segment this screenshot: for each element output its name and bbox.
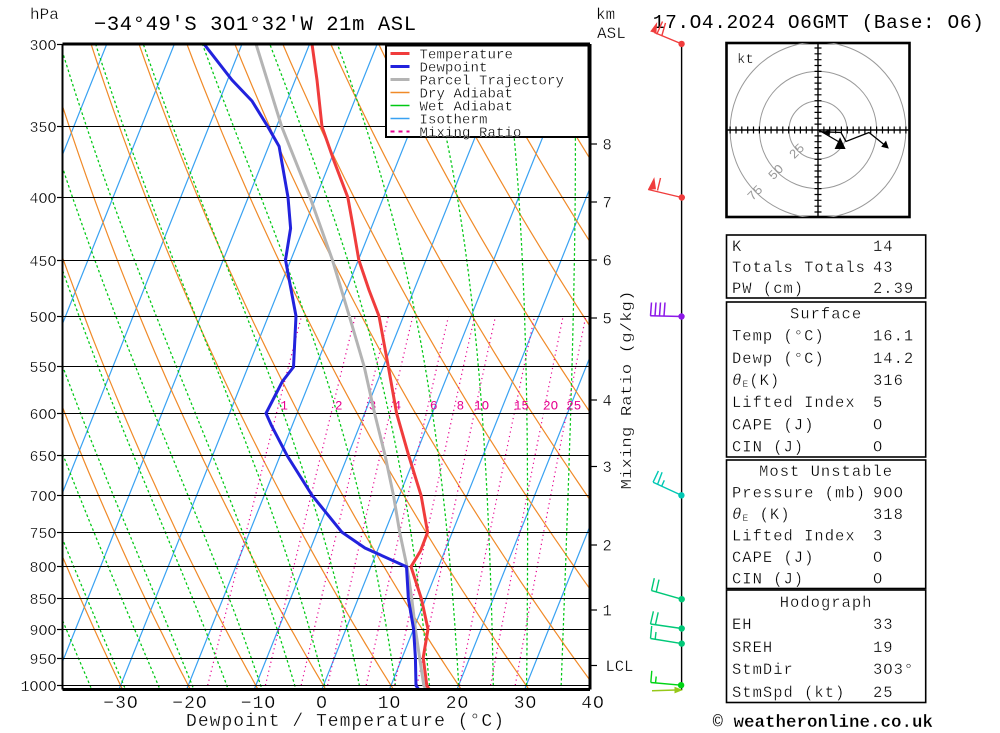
svg-text:95O: 95O (29, 652, 56, 669)
svg-text:CIN (J): CIN (J) (732, 570, 804, 588)
svg-text:kt: kt (737, 52, 754, 68)
svg-text:CIN (J): CIN (J) (732, 438, 804, 456)
svg-text:Pressure (mb): Pressure (mb) (732, 485, 866, 503)
svg-text:1: 1 (280, 400, 288, 414)
svg-text:25: 25 (873, 684, 894, 702)
svg-text:2.39: 2.39 (873, 280, 914, 298)
svg-text:Temperature: Temperature (420, 48, 514, 64)
svg-text:O: O (316, 694, 328, 714)
svg-text:19: 19 (873, 639, 894, 657)
svg-text:O: O (873, 438, 883, 456)
svg-text:Dewpoint: Dewpoint (420, 61, 488, 77)
svg-text:θE(K): θE(K) (732, 372, 780, 391)
svg-text:7: 7 (603, 195, 612, 213)
svg-text:Totals Totals: Totals Totals (732, 259, 866, 277)
svg-text:−2O: −2O (172, 694, 207, 714)
svg-text:5: 5 (873, 394, 883, 412)
svg-text:PW (cm): PW (cm) (732, 280, 804, 298)
svg-text:Surface: Surface (790, 306, 862, 324)
svg-text:14: 14 (873, 238, 894, 256)
svg-text:8: 8 (457, 400, 465, 414)
svg-text:LCL: LCL (606, 658, 634, 676)
svg-text:75O: 75O (29, 526, 56, 543)
svg-text:Dewpoint / Temperature (°C): Dewpoint / Temperature (°C) (186, 712, 504, 732)
svg-text:3O: 3O (514, 694, 538, 714)
svg-text:O: O (873, 416, 883, 434)
svg-text:6: 6 (430, 400, 438, 414)
svg-text:EH: EH (732, 616, 753, 634)
svg-text:2O: 2O (446, 694, 470, 714)
svg-text:Dry Adiabat: Dry Adiabat (420, 87, 514, 103)
svg-text:Temp (°C): Temp (°C) (732, 328, 825, 346)
svg-text:1OOO: 1OOO (20, 679, 56, 696)
svg-text:7OO: 7OO (29, 489, 56, 506)
svg-text:6OO: 6OO (29, 407, 56, 424)
svg-text:9OO: 9OO (29, 623, 56, 640)
svg-text:25: 25 (566, 400, 581, 414)
svg-text:55O: 55O (29, 360, 56, 377)
svg-text:15: 15 (514, 400, 529, 414)
svg-text:Lifted Index: Lifted Index (732, 394, 856, 412)
svg-text:5: 5 (603, 311, 612, 329)
svg-text:2: 2 (335, 400, 343, 414)
svg-text:6: 6 (603, 253, 612, 271)
svg-text:O: O (873, 549, 883, 567)
svg-text:318: 318 (873, 506, 904, 524)
svg-text:Parcel Trajectory: Parcel Trajectory (420, 74, 565, 90)
svg-text:2: 2 (603, 538, 612, 556)
svg-text:316: 316 (873, 372, 904, 390)
svg-text:Mixing Ratio (g/kg): Mixing Ratio (g/kg) (619, 291, 636, 490)
svg-text:3OO: 3OO (29, 38, 56, 55)
svg-text:Lifted Index: Lifted Index (732, 528, 856, 546)
svg-text:35O: 35O (29, 120, 56, 137)
svg-text:1: 1 (603, 603, 612, 621)
svg-text:O: O (873, 570, 883, 588)
svg-text:3: 3 (603, 459, 612, 477)
svg-text:−34°49'S 3O1°32'W 21m ASL: −34°49'S 3O1°32'W 21m ASL (94, 14, 416, 37)
svg-text:4: 4 (603, 393, 612, 411)
svg-text:ASL: ASL (597, 25, 626, 43)
svg-text:−1O: −1O (241, 694, 276, 714)
svg-text:45O: 45O (29, 254, 56, 271)
svg-text:SREH: SREH (732, 639, 773, 657)
svg-text:Mixing Ratio: Mixing Ratio (420, 126, 522, 142)
svg-text:65O: 65O (29, 449, 56, 466)
svg-text:2O: 2O (543, 400, 558, 414)
svg-text:33: 33 (873, 616, 894, 634)
svg-text:1O: 1O (378, 694, 402, 714)
svg-text:Hodograph: Hodograph (780, 594, 873, 612)
svg-text:© weatheronline.co.uk: © weatheronline.co.uk (713, 713, 934, 733)
svg-text:CAPE (J): CAPE (J) (732, 549, 814, 567)
svg-text:4: 4 (394, 400, 402, 414)
svg-text:3: 3 (873, 528, 883, 546)
svg-text:16.1: 16.1 (873, 328, 914, 346)
svg-text:K: K (732, 238, 742, 256)
svg-text:θE (K): θE (K) (732, 506, 791, 525)
svg-text:hPa: hPa (30, 6, 59, 24)
svg-text:43: 43 (873, 259, 894, 277)
svg-text:9OO: 9OO (873, 485, 904, 503)
svg-text:km: km (596, 6, 615, 24)
svg-text:StmSpd (kt): StmSpd (kt) (732, 684, 845, 702)
svg-text:Wet Adiabat: Wet Adiabat (420, 100, 514, 116)
svg-text:3O3°: 3O3° (873, 661, 914, 679)
svg-text:14.2: 14.2 (873, 350, 914, 368)
svg-text:Dewp (°C): Dewp (°C) (732, 350, 825, 368)
svg-text:1O: 1O (474, 400, 489, 414)
svg-text:4O: 4O (581, 694, 605, 714)
svg-text:8OO: 8OO (29, 560, 56, 577)
svg-text:Isotherm: Isotherm (420, 113, 488, 129)
svg-text:−3O: −3O (103, 694, 138, 714)
svg-text:8: 8 (603, 137, 612, 155)
svg-text:5OO: 5OO (29, 310, 56, 327)
svg-text:85O: 85O (29, 592, 56, 609)
svg-text:CAPE (J): CAPE (J) (732, 416, 814, 434)
svg-text:17.O4.2O24 O6GMT (Base: O6): 17.O4.2O24 O6GMT (Base: O6) (653, 12, 984, 34)
svg-text:Most Unstable: Most Unstable (759, 463, 893, 481)
svg-text:StmDir: StmDir (732, 661, 794, 679)
svg-text:4OO: 4OO (29, 191, 56, 208)
